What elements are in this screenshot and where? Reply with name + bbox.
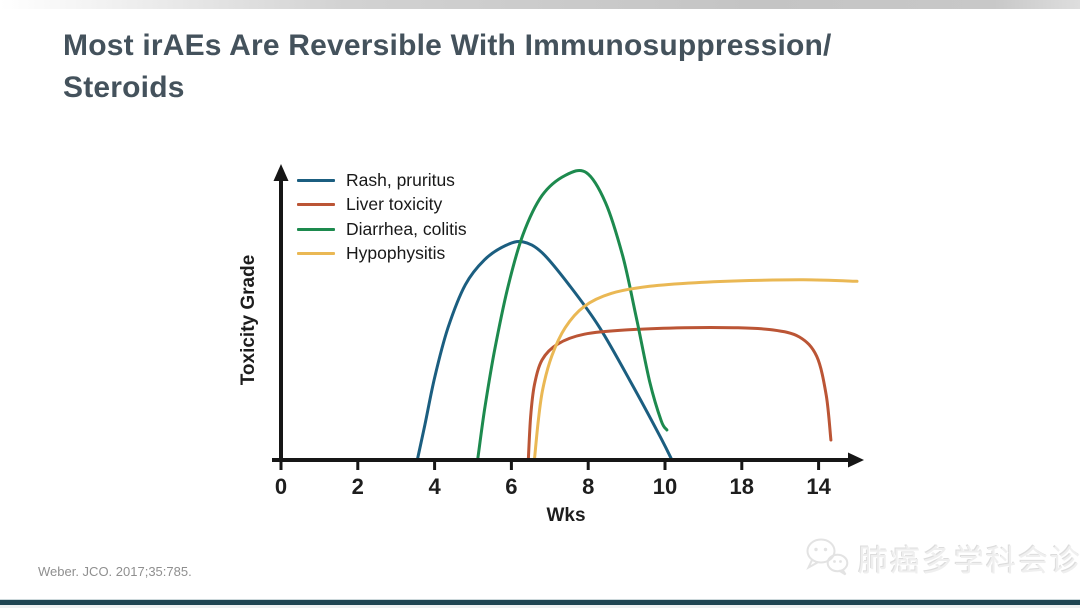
legend-item: Liver toxicity — [297, 193, 467, 218]
chart-axes-group: 0 2 4 6 8 10 18 14 — [272, 164, 864, 499]
y-axis-arrow — [273, 164, 289, 181]
legend-label: Rash, pruritus — [346, 169, 455, 190]
legend-label: Diarrhea, colitis — [346, 218, 467, 239]
series-line-rash-pruritus — [415, 240, 674, 462]
x-tick-label: 6 — [505, 474, 517, 499]
legend-swatch — [297, 227, 335, 231]
legend-item: Hypophysitis — [297, 242, 467, 267]
series-line-diarrhea-colitis — [476, 168, 669, 462]
x-tick-label: 8 — [582, 474, 594, 499]
x-tick-label: 4 — [428, 474, 441, 499]
page-title-line2: Steroids — [63, 71, 185, 104]
x-tick-label: 2 — [352, 474, 364, 499]
x-tick-label: 18 — [730, 474, 754, 499]
bottom-accent-bar — [0, 599, 1080, 605]
legend-swatch — [297, 178, 335, 182]
legend-swatch — [297, 252, 335, 256]
x-axis-arrow — [848, 452, 864, 468]
y-axis-label: Toxicity Grade — [238, 255, 259, 386]
top-accent-bar — [0, 0, 1080, 9]
series-line-hypophysitis — [532, 278, 859, 462]
x-tick-label: 10 — [653, 474, 677, 499]
wechat-icon — [806, 538, 849, 576]
watermark-text: 肺癌多学科会诊 — [858, 545, 1080, 578]
watermark: 肺癌多学科会诊 — [804, 536, 1080, 580]
page-title-line1: Most irAEs Are Reversible With Immunosup… — [63, 29, 832, 62]
legend-item: Diarrhea, colitis — [297, 217, 467, 242]
x-tick-label: 0 — [275, 474, 287, 499]
page-title: Most irAEs Are Reversible With Immunosup… — [63, 25, 1023, 109]
series-line-liver-toxicity — [526, 325, 833, 462]
bottom-edge-strip — [0, 605, 1080, 608]
x-axis-label: Wks — [546, 505, 585, 526]
chart-series-group — [415, 168, 859, 462]
legend-swatch — [297, 203, 335, 207]
chart-legend: Rash, pruritus Liver toxicity Diarrhea, co… — [297, 168, 467, 266]
x-tick-label: 14 — [806, 474, 831, 499]
legend-label: Hypophysitis — [346, 243, 446, 264]
legend-item: Rash, pruritus — [297, 168, 467, 193]
legend-label: Liver toxicity — [346, 194, 443, 215]
citation-text: Weber. JCO. 2017;35:785. — [38, 564, 192, 579]
